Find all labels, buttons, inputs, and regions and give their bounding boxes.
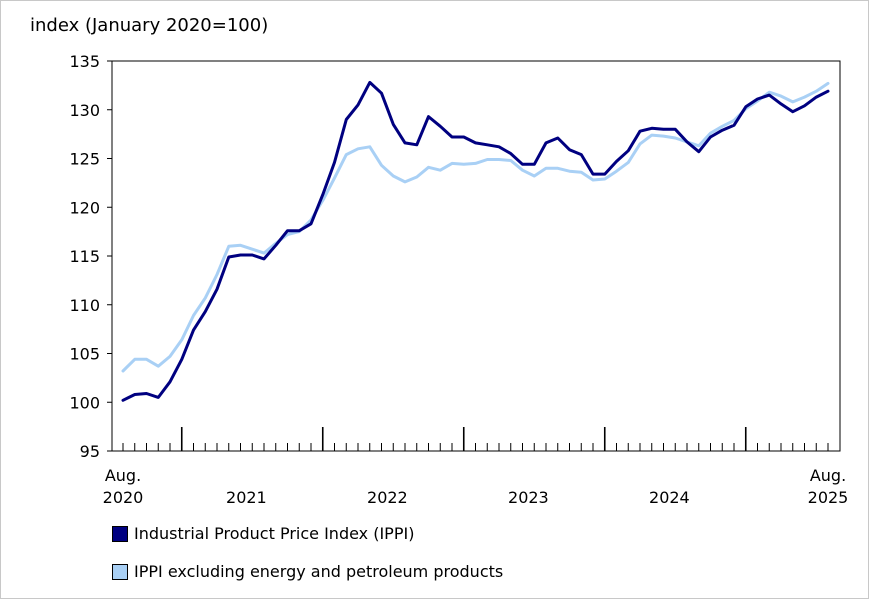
y-tick-label: 135 xyxy=(69,52,100,71)
x-endpoint-month-label: Aug. xyxy=(810,466,846,485)
x-endpoint-month-label: Aug. xyxy=(105,466,141,485)
legend-swatch-ippi xyxy=(112,526,128,542)
x-axis: 2021 2022 2023 2024 Aug. 2020 Aug. 2025 xyxy=(103,427,849,507)
legend-swatch-ippi-excl-energy xyxy=(112,564,128,580)
x-year-label: 2022 xyxy=(367,488,408,507)
y-tick-label: 125 xyxy=(69,150,100,169)
y-tick-label: 130 xyxy=(69,101,100,120)
y-tick-label: 100 xyxy=(69,393,100,412)
y-tick-label: 110 xyxy=(69,296,100,315)
x-year-label: 2024 xyxy=(649,488,690,507)
y-axis: 95 100 105 110 115 120 125 130 135 xyxy=(69,52,112,461)
x-year-label: 2023 xyxy=(508,488,549,507)
y-tick-label: 115 xyxy=(69,247,100,266)
x-endpoint-year-label: 2025 xyxy=(808,488,849,507)
legend-item-ippi: Industrial Product Price Index (IPPI) xyxy=(112,525,414,543)
y-tick-label: 105 xyxy=(69,345,100,364)
series-group xyxy=(121,80,830,402)
series-line-ippi xyxy=(121,80,830,402)
legend-item-ippi-excl-energy: IPPI excluding energy and petroleum prod… xyxy=(112,563,503,581)
legend-label-ippi: Industrial Product Price Index (IPPI) xyxy=(134,524,415,543)
x-year-label: 2021 xyxy=(226,488,267,507)
y-axis-label: index (January 2020=100) xyxy=(30,15,268,36)
series-line-ippi-excl-energy xyxy=(121,81,830,373)
plot-area xyxy=(111,60,841,452)
y-tick-label: 120 xyxy=(69,198,100,217)
x-endpoint-year-label: 2020 xyxy=(103,488,144,507)
legend-label-ippi-excl-energy: IPPI excluding energy and petroleum prod… xyxy=(134,562,504,581)
y-tick-label: 95 xyxy=(80,442,100,461)
